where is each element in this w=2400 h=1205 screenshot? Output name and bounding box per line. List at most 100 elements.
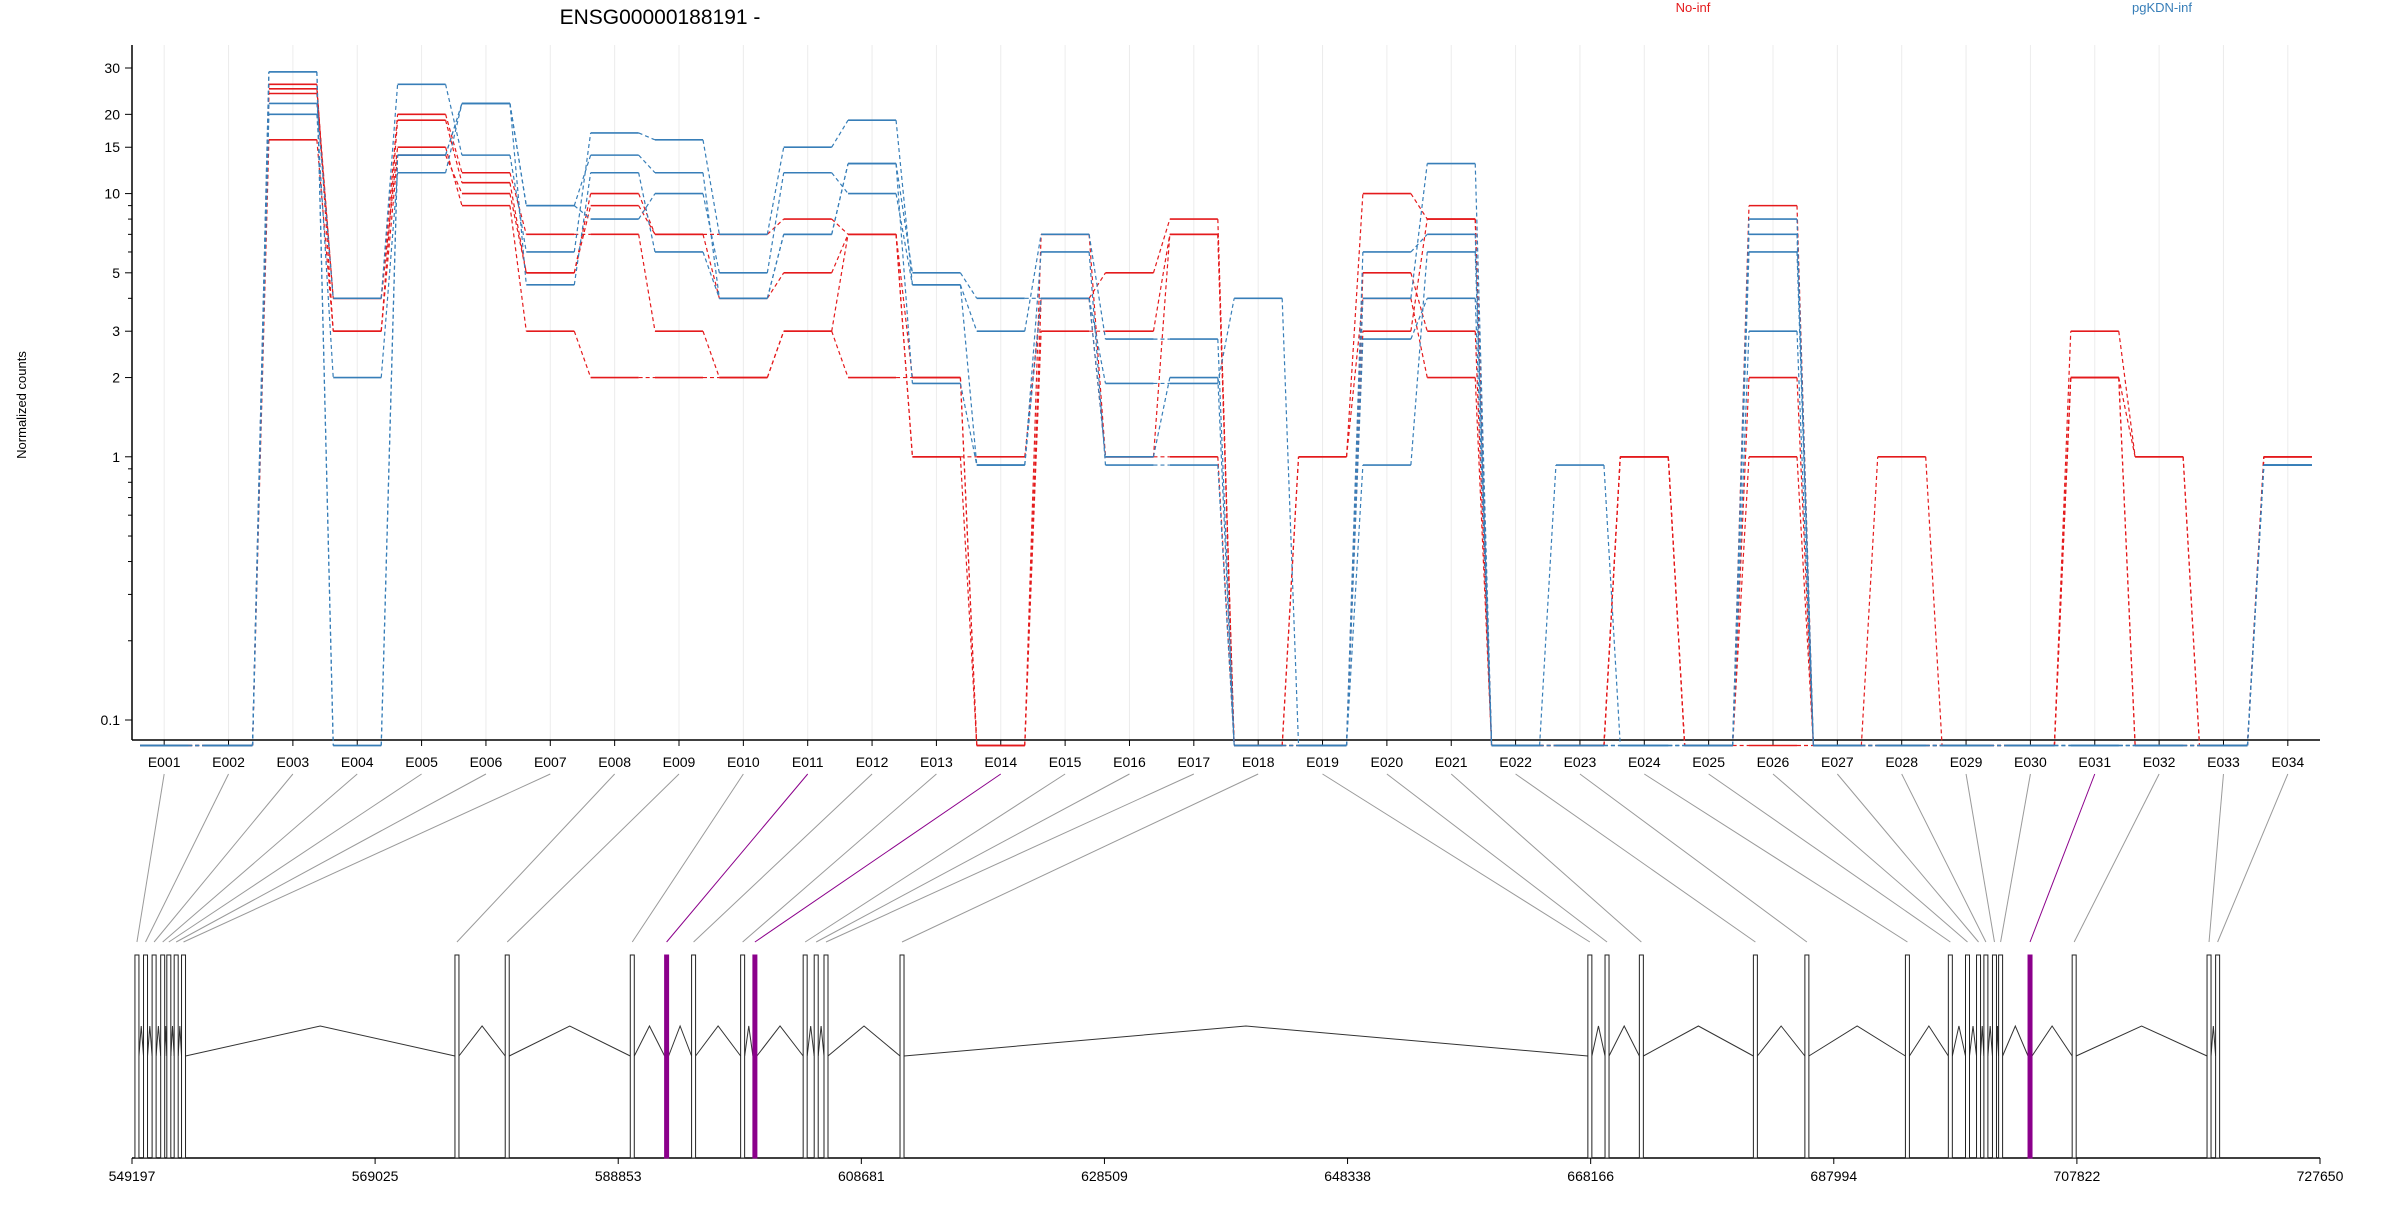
series-connector	[2053, 331, 2072, 746]
x-tick-label: E025	[1692, 754, 1725, 770]
exon-connector	[1708, 773, 1951, 943]
series-No-inf	[140, 139, 2312, 747]
series-connector	[2118, 331, 2136, 457]
exon-box	[2027, 954, 2033, 1159]
series-connector	[1281, 456, 1300, 746]
series-connector	[638, 234, 656, 332]
x-tick-label: E004	[341, 754, 374, 770]
y-tick-label: 10	[104, 186, 120, 202]
exon-box	[1991, 954, 1997, 1159]
exon-connector	[162, 773, 358, 943]
series-connector	[1345, 251, 1364, 746]
series-connector	[1410, 219, 1428, 332]
exon-box	[1964, 954, 1970, 1159]
series-connector	[509, 182, 527, 273]
series-connector	[1088, 251, 1107, 466]
exon-box	[1976, 954, 1982, 1159]
y-tick-label: 3	[112, 323, 120, 339]
exon-connector	[1322, 773, 1591, 943]
exon-connector	[1901, 773, 1987, 943]
intron-line	[633, 1024, 666, 1057]
exon-connector	[1386, 773, 1608, 943]
series-connector	[380, 155, 399, 746]
intron-line	[2002, 1024, 2029, 1057]
x-tick-label: E007	[534, 754, 567, 770]
x-tick-label: E030	[2014, 754, 2047, 770]
series-connector	[1732, 234, 1750, 746]
exon-box	[1804, 954, 1810, 1159]
series-connector	[1603, 465, 1621, 746]
exon-connector	[815, 773, 1130, 943]
series-connector	[702, 331, 720, 378]
series-connector	[1152, 218, 1171, 273]
x-tick-label: E005	[405, 754, 438, 770]
x-tick-label: E022	[1499, 754, 1532, 770]
exon-box	[504, 954, 510, 1159]
genome-tick-label: 628509	[1081, 1168, 1128, 1184]
series-connector	[1474, 377, 1493, 746]
exon-box	[740, 954, 746, 1159]
exon-box	[134, 954, 140, 1159]
series-connector	[316, 103, 334, 299]
series-connector	[766, 331, 785, 378]
series-pgKDN-inf	[140, 71, 2312, 747]
intron-line	[1808, 1025, 1906, 1057]
series-connector	[316, 114, 334, 378]
intron-line	[2031, 1025, 2073, 1057]
y-tick-label: 0.1	[101, 712, 121, 728]
genome-ticks: 549197 569025 588853 608681 628509 648338 6681…	[109, 1158, 2344, 1184]
intron-line	[155, 1025, 162, 1057]
intron-line	[185, 1025, 456, 1057]
series-connector	[638, 205, 656, 235]
intron-line	[1951, 1025, 1966, 1057]
x-tick-label: E001	[148, 754, 181, 770]
series-connector	[573, 205, 592, 220]
exon-box	[802, 954, 808, 1159]
x-tick-label: E033	[2207, 754, 2240, 770]
series-connector	[509, 205, 527, 332]
exon-box	[629, 954, 635, 1159]
series-connector	[380, 172, 399, 378]
x-tick-label: E017	[1177, 754, 1210, 770]
chart-title: ENSG00000188191 -	[560, 6, 761, 29]
intron-line	[458, 1025, 506, 1057]
exon-connector	[1450, 773, 1642, 943]
y-tick-label: 1	[112, 449, 120, 465]
series-connector	[1603, 456, 1621, 746]
intron-line	[177, 1025, 183, 1057]
exon-connector	[2217, 773, 2289, 943]
series-connector	[445, 84, 463, 156]
series-connector	[1024, 251, 1042, 466]
intron-line	[695, 1025, 742, 1057]
exon-box	[1983, 954, 1989, 1159]
intron-line	[1643, 1025, 1754, 1057]
exon-connector	[2000, 773, 2031, 943]
series-connector	[702, 193, 720, 273]
legend-pgkdn-inf: pgKDN-inf	[2132, 0, 2192, 15]
series-connector	[573, 331, 592, 378]
genome-tick-label: 727650	[2297, 1168, 2344, 1184]
genome-tick-label: 648338	[1324, 1168, 1371, 1184]
x-tick-label: E015	[1049, 754, 1082, 770]
series-connector	[895, 163, 914, 384]
series-connector	[1088, 234, 1107, 457]
series-connector	[1796, 251, 1814, 746]
series-connector	[2246, 465, 2265, 746]
exon-connector	[153, 773, 294, 943]
intron-line	[1591, 1025, 1606, 1057]
series-connector	[380, 147, 399, 299]
legend-no-inf: No-inf	[1676, 0, 1711, 15]
exon-connector	[1644, 773, 1908, 943]
exon-connector	[456, 773, 616, 943]
series-No-inf	[140, 88, 2312, 747]
exon-box	[151, 954, 157, 1159]
exon-box	[752, 954, 758, 1159]
series-connector	[959, 272, 978, 299]
series-connector	[509, 103, 527, 206]
series-connector	[702, 251, 720, 299]
series-connector	[702, 234, 720, 299]
vertical-grid	[163, 45, 2289, 740]
series-connector	[380, 155, 399, 332]
exon-box	[173, 954, 179, 1159]
